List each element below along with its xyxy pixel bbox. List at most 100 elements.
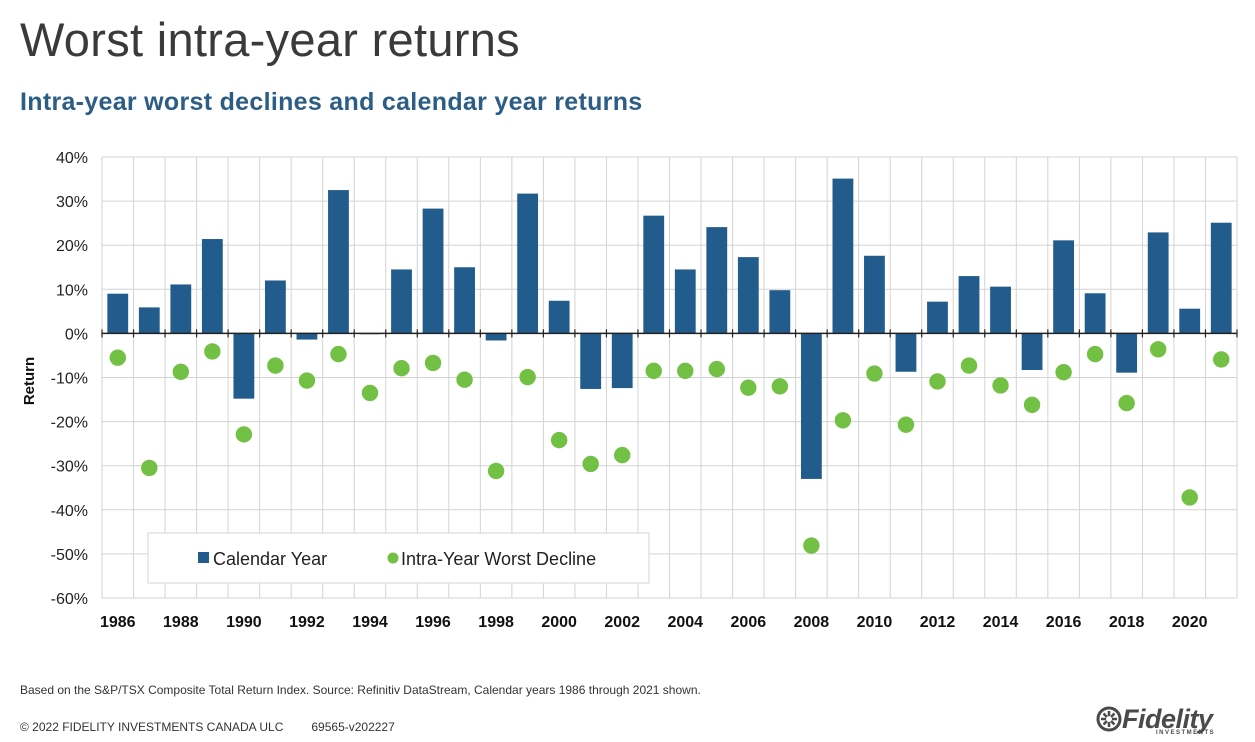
x-tick-label: 1996 (415, 614, 451, 631)
dot-worst-decline-2018 (1118, 394, 1135, 412)
y-tick-label: 20% (56, 238, 88, 255)
bar-calendar-year-2017 (1084, 293, 1106, 334)
fidelity-logo: Fidelity INVESTMENTS (1096, 704, 1238, 738)
bar-calendar-year-2015 (1021, 333, 1043, 371)
document-code: 69565-v202227 (311, 720, 395, 734)
dot-worst-decline-2009 (834, 412, 852, 429)
dot-worst-decline-1986 (109, 349, 126, 366)
x-tick-label: 2020 (1172, 614, 1208, 631)
bar-calendar-year-2003 (643, 215, 665, 334)
dot-worst-decline-2012 (929, 373, 946, 390)
x-tick-label: 2018 (1109, 614, 1145, 631)
dot-worst-decline-2003 (645, 362, 662, 380)
bar-calendar-year-1992 (296, 333, 318, 340)
dot-worst-decline-2013 (960, 357, 978, 374)
dot-worst-decline-1998 (487, 462, 505, 480)
bar-calendar-year-2011 (895, 333, 917, 372)
dot-series (109, 341, 1230, 554)
x-tick-label: 2000 (541, 614, 577, 631)
dot-worst-decline-2000 (550, 431, 568, 449)
bar-calendar-year-1986 (107, 293, 129, 334)
copyright-line: © 2022 FIDELITY INVESTMENTS CANADA ULC 69… (20, 720, 395, 734)
x-tick-label: 2014 (983, 614, 1019, 631)
bar-calendar-year-2006 (737, 257, 759, 334)
fidelity-logo-icon (1096, 706, 1122, 732)
dot-worst-decline-1996 (424, 354, 442, 372)
y-tick-label: 0% (65, 326, 88, 343)
dot-worst-decline-1987 (141, 459, 158, 477)
x-tick-label: 2008 (794, 614, 830, 631)
bar-calendar-year-2004 (674, 269, 696, 334)
y-tick-label: -20% (51, 415, 88, 432)
x-tick-label: 2010 (857, 614, 893, 631)
bar-calendar-year-1997 (454, 267, 475, 334)
dot-worst-decline-2002 (614, 446, 631, 464)
dot-worst-decline-2019 (1149, 341, 1167, 358)
y-tick-label: -30% (51, 459, 88, 476)
page-title: Worst intra-year returns (20, 13, 520, 66)
y-tick-label: 10% (56, 282, 88, 299)
dot-worst-decline-2015 (1023, 396, 1041, 414)
x-tick-label: 2006 (731, 614, 767, 631)
bar-calendar-year-1999 (517, 193, 539, 334)
x-tick-label: 2002 (604, 614, 640, 631)
dot-worst-decline-2007 (771, 378, 789, 395)
bar-calendar-year-2010 (864, 255, 885, 334)
x-tick-label: 1992 (289, 614, 325, 631)
x-tick-label: 2016 (1046, 614, 1082, 631)
bar-calendar-year-1989 (201, 239, 223, 334)
dot-worst-decline-2016 (1055, 364, 1072, 381)
legend-label-worst-decline: Intra-Year Worst Decline (401, 549, 596, 569)
dot-worst-decline-1994 (361, 384, 379, 402)
dot-worst-decline-1989 (204, 343, 221, 360)
x-tick-label: 1994 (352, 614, 388, 631)
bar-calendar-year-1990 (233, 333, 255, 399)
logo-wordmark: Fidelity (1122, 704, 1213, 734)
bar-calendar-year-1995 (391, 269, 412, 334)
dot-worst-decline-2008 (803, 537, 820, 554)
bar-calendar-year-2021 (1210, 222, 1232, 334)
bar-calendar-year-2018 (1116, 333, 1138, 373)
y-tick-label: 30% (56, 194, 88, 211)
legend-bar-swatch (198, 552, 209, 563)
dot-worst-decline-2014 (992, 377, 1009, 394)
dot-worst-decline-1991 (267, 357, 284, 374)
bar-calendar-year-1996 (422, 208, 444, 334)
dot-worst-decline-2020 (1181, 489, 1198, 506)
bar-calendar-year-2013 (958, 276, 980, 334)
bar-series (107, 178, 1232, 479)
bar-calendar-year-1987 (138, 307, 160, 334)
x-tick-label: 2012 (920, 614, 956, 631)
dot-worst-decline-1999 (519, 368, 536, 386)
dot-worst-decline-1992 (298, 372, 316, 389)
dot-worst-decline-2005 (708, 360, 725, 378)
dot-worst-decline-1995 (393, 360, 410, 377)
dot-worst-decline-2011 (897, 416, 915, 433)
y-tick-label: -60% (51, 591, 88, 608)
bar-calendar-year-2002 (611, 333, 633, 389)
legend-dot-swatch (387, 552, 399, 564)
x-tick-label: 2004 (667, 614, 703, 631)
bar-calendar-year-1991 (264, 280, 286, 334)
bar-calendar-year-1993 (328, 190, 349, 334)
x-tick-label: 1998 (478, 614, 514, 631)
dot-worst-decline-1990 (235, 426, 253, 443)
legend: Calendar Year Intra-Year Worst Decline (147, 532, 650, 584)
x-tick-label: 1988 (163, 614, 199, 631)
y-tick-label: -40% (51, 503, 88, 520)
dot-worst-decline-2001 (582, 455, 599, 473)
bar-calendar-year-2020 (1179, 308, 1201, 334)
bar-calendar-year-2000 (548, 300, 570, 334)
dot-worst-decline-2004 (677, 362, 694, 380)
bar-calendar-year-2009 (832, 178, 854, 334)
dot-worst-decline-2010 (866, 365, 883, 382)
bar-calendar-year-2007 (769, 290, 791, 334)
bar-calendar-year-2014 (990, 286, 1011, 334)
dot-worst-decline-1988 (172, 363, 190, 380)
bar-calendar-year-1988 (170, 284, 192, 334)
dot-worst-decline-2006 (740, 379, 757, 396)
y-tick-label: -10% (51, 371, 88, 388)
dot-worst-decline-1997 (456, 371, 473, 388)
bar-calendar-year-2005 (706, 227, 728, 334)
bar-calendar-year-2012 (927, 301, 948, 334)
